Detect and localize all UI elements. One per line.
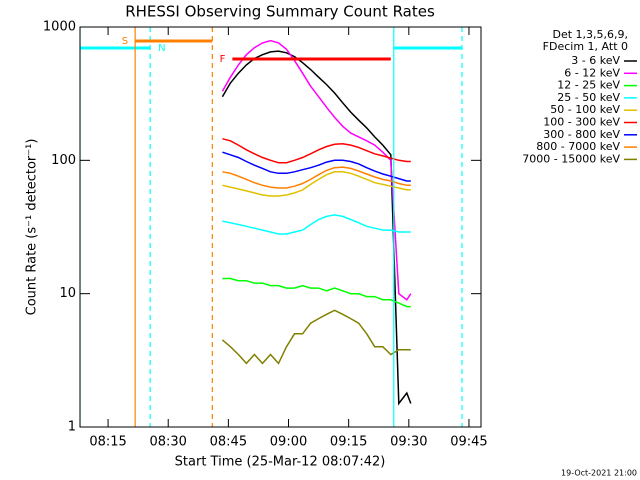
legend-label: 12 - 25 keV <box>557 79 620 92</box>
x-tick-label: 08:30 <box>149 435 186 450</box>
axes-frame <box>79 26 482 428</box>
y-tick-label: 100 <box>51 153 76 168</box>
y-axis-label: Count Rate (s⁻¹ detector⁻¹) <box>25 139 40 316</box>
y-tick-label: 1000 <box>43 20 76 35</box>
x-tick-label: 08:45 <box>210 435 247 450</box>
x-axis-label: Start Time (25-Mar-12 08:07:42) <box>175 455 386 470</box>
series-line <box>222 151 411 182</box>
legend-label: 6 - 12 keV <box>564 66 620 79</box>
chart-title: RHESSI Observing Summary Count Rates <box>125 3 435 21</box>
legend-label: 300 - 800 keV <box>543 128 620 141</box>
legend-label: 25 - 50 keV <box>557 91 620 104</box>
x-tick-label: 09:45 <box>450 435 487 450</box>
x-tick-label: 09:30 <box>390 435 427 450</box>
series-line <box>222 277 411 308</box>
x-tick-label: 09:00 <box>270 435 307 450</box>
legend-label: 800 - 7000 keV <box>536 140 620 153</box>
footer: 19-Oct-2021 21:00 <box>561 469 637 478</box>
series-line <box>222 214 411 235</box>
legend-header: FDecim 1, Att 0 <box>543 40 628 53</box>
series-line <box>222 171 411 197</box>
series-line <box>222 166 411 189</box>
legend-label: 100 - 300 keV <box>543 116 620 129</box>
series-line <box>221 39 412 301</box>
plot-area <box>80 27 463 427</box>
y-tick-label: 10 <box>59 286 76 301</box>
legend-label: 7000 - 15000 keV <box>522 152 620 165</box>
flag-label: N <box>158 43 165 54</box>
series-line <box>221 309 411 365</box>
legend-header: Det 1,3,5,6,9, <box>552 28 628 41</box>
y-tick-label: 1 <box>68 420 76 435</box>
legend-label: 50 - 100 keV <box>550 103 620 116</box>
flag-label: F <box>220 54 226 65</box>
x-tick-label: 09:15 <box>330 435 367 450</box>
series-line <box>222 138 411 164</box>
x-tick-label: 08:15 <box>89 435 126 450</box>
flag-label: S <box>122 36 128 47</box>
legend-label: 3 - 6 keV <box>571 54 620 67</box>
